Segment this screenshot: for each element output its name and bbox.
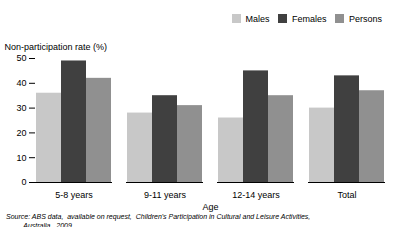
svg-text:Age: Age (202, 201, 218, 211)
svg-text:Non-participation rate (%): Non-participation rate (%) (5, 41, 108, 51)
html-text:Males: Males (245, 13, 270, 24)
svg-text:40: 40 (16, 78, 26, 88)
html-text:Females: Females (292, 13, 327, 24)
svg-text:Total: Total (337, 189, 356, 199)
svg-text:0: 0 (21, 177, 26, 187)
html-text:Persons: Persons (349, 13, 382, 24)
svg-text:9-11 years: 9-11 years (144, 189, 186, 199)
svg-text:12-14 years: 12-14 years (232, 189, 280, 199)
svg-text:20: 20 (16, 127, 26, 137)
svg-text:50: 50 (16, 53, 26, 63)
svg-text:10: 10 (16, 152, 26, 162)
svg-text:30: 30 (16, 102, 26, 112)
svg-text:5-8 years: 5-8 years (55, 189, 93, 199)
